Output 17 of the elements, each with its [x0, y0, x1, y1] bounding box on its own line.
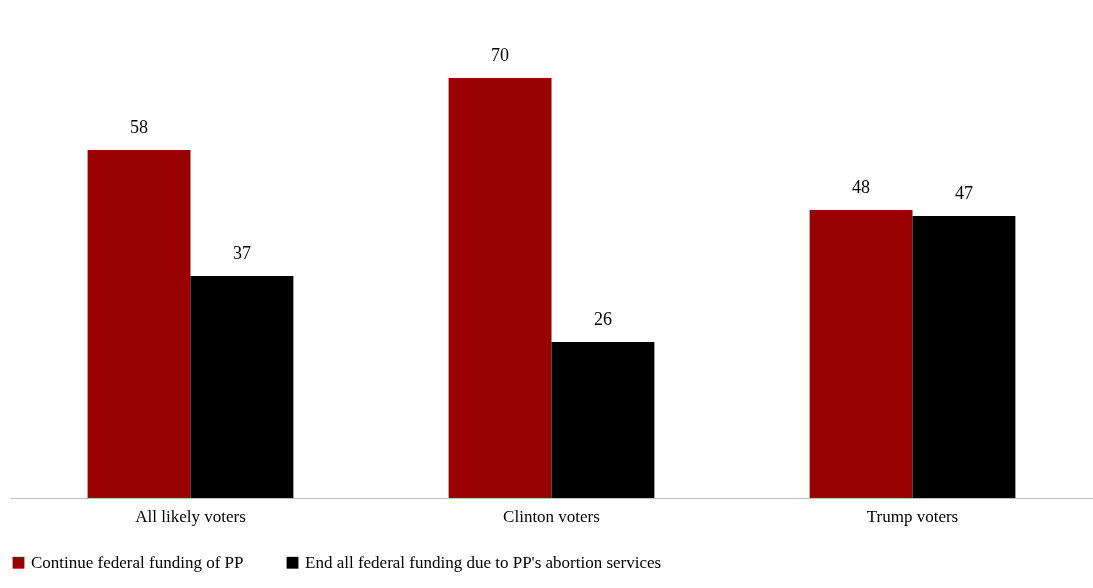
- bar: [190, 276, 294, 498]
- bar: [912, 216, 1016, 498]
- bar: [87, 150, 191, 498]
- x-tick-label: Clinton voters: [503, 506, 600, 526]
- data-label: 58: [130, 117, 149, 137]
- x-tick-label: All likely voters: [135, 506, 246, 526]
- bar: [551, 342, 655, 498]
- bar: [809, 210, 913, 498]
- x-tick-label: Trump voters: [866, 506, 959, 526]
- data-label: 26: [593, 309, 612, 329]
- bar: [448, 78, 552, 498]
- legend-label: Continue federal funding of PP: [31, 552, 244, 572]
- data-label: 70: [491, 45, 510, 65]
- data-label: 37: [232, 243, 251, 263]
- legend-label: End all federal funding due to PP's abortion services: [305, 552, 662, 572]
- data-label: 48: [852, 177, 871, 197]
- data-label: 47: [954, 183, 973, 203]
